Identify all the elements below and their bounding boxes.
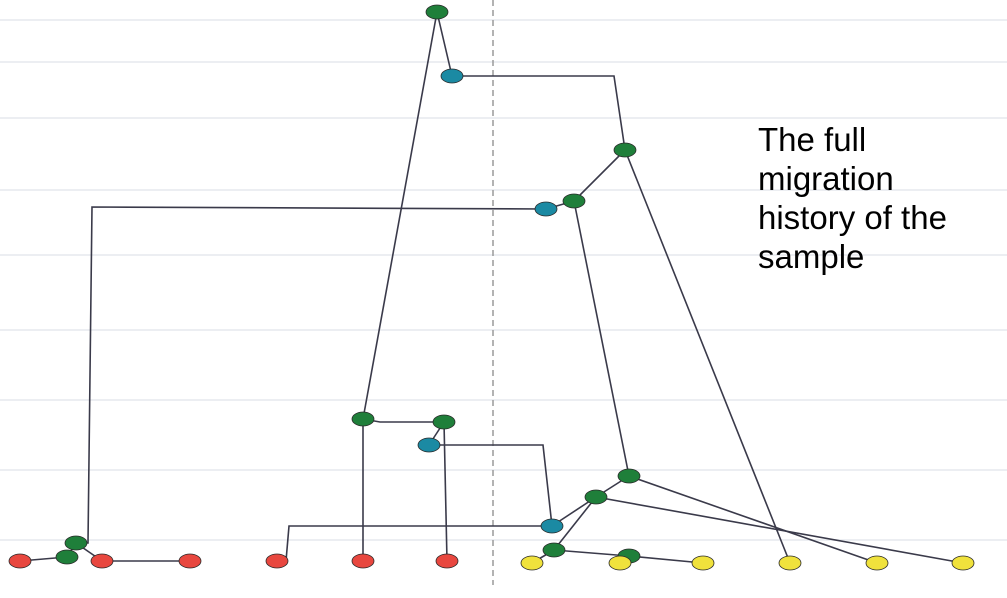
edge [574,150,625,201]
red-leaf [436,554,458,568]
edge [363,12,437,419]
green-node [352,412,374,426]
edge [437,12,452,76]
green-node [585,490,607,504]
edge [629,476,877,563]
yellow-leaf [952,556,974,570]
yellow-leaf [866,556,888,570]
green-node [563,194,585,208]
edge [429,445,552,526]
yellow-leaf [779,556,801,570]
caption-line: migration [758,159,998,198]
yellow-leaf [521,556,543,570]
caption-line: sample [758,237,998,276]
red-leaf [352,554,374,568]
caption: The full migration history of the sample [758,120,998,276]
green-node [543,543,565,557]
blue-node [441,69,463,83]
tree-edges [20,12,963,563]
green-node [618,469,640,483]
red-leaf [91,554,113,568]
yellow-leaf [609,556,631,570]
background-texture [0,20,1007,540]
tree-nodes [9,5,974,570]
green-node [426,5,448,19]
blue-node [535,202,557,216]
edge [574,201,629,476]
blue-node [418,438,440,452]
yellow-leaf [692,556,714,570]
edge [76,207,546,543]
green-node [65,536,87,550]
edge [277,526,552,561]
caption-line: history of the [758,198,998,237]
red-leaf [9,554,31,568]
red-leaf [179,554,201,568]
blue-node [541,519,563,533]
caption-line: The full [758,120,998,159]
edge [363,419,444,422]
edge [596,497,963,563]
green-node [56,550,78,564]
green-node [433,415,455,429]
edge [452,76,625,150]
red-leaf [266,554,288,568]
green-node [614,143,636,157]
